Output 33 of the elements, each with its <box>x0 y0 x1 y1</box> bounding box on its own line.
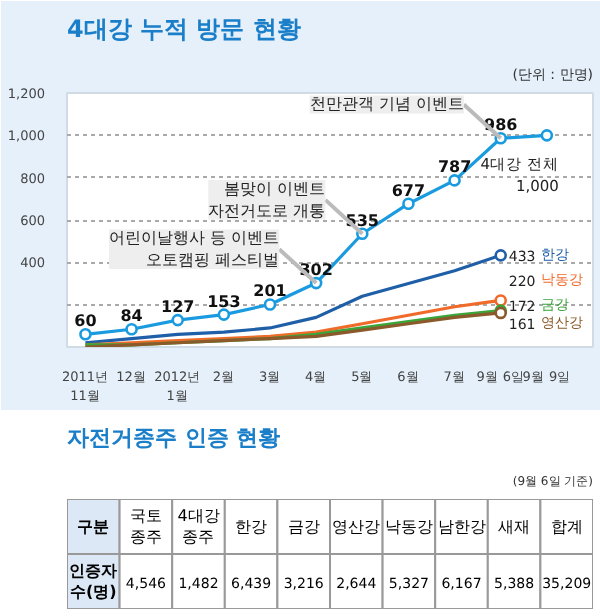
category-label: 낙동강 <box>384 517 433 536</box>
point <box>494 294 508 307</box>
point <box>125 322 138 336</box>
data-label: 60 <box>74 312 98 331</box>
point <box>79 328 92 341</box>
data-label: 787 <box>437 158 472 177</box>
data-label: 677 <box>391 181 426 200</box>
data-label: 201 <box>253 282 288 301</box>
category-label: 남한강 <box>437 517 486 536</box>
point <box>171 313 185 327</box>
annotation: 천만관객 기념 이벤트 <box>309 95 464 114</box>
data-label: 127 <box>161 298 195 317</box>
point <box>402 197 415 210</box>
category-label: 금강 <box>287 517 320 536</box>
point <box>540 129 554 142</box>
text: 자전거종주 인증 현황 <box>67 425 281 451</box>
category-label: 4대강 종주 <box>177 506 220 547</box>
data-label: 153 <box>207 292 241 311</box>
category-label: 영산강 <box>332 517 381 536</box>
point <box>448 174 461 187</box>
data-label: 84 <box>120 307 144 326</box>
point <box>494 249 508 262</box>
point <box>263 298 277 311</box>
category-label: 한강 <box>235 517 268 536</box>
category-label: 국토 종주 <box>129 506 162 547</box>
annotation: 어린이날행사 등 이벤트 오토캠핑 페스티벌 <box>109 229 280 270</box>
chart-title: 4대강 누적 방문 현황 <box>67 15 301 43</box>
text: 인증자 수(명) <box>69 561 118 602</box>
annotation: 봄맞이 이벤트 자전거도로 개통 <box>208 180 326 220</box>
category-label: 합계 <box>550 517 583 536</box>
text: 구분 <box>77 517 110 536</box>
category-label: 새재 <box>498 517 531 536</box>
point <box>217 308 231 321</box>
